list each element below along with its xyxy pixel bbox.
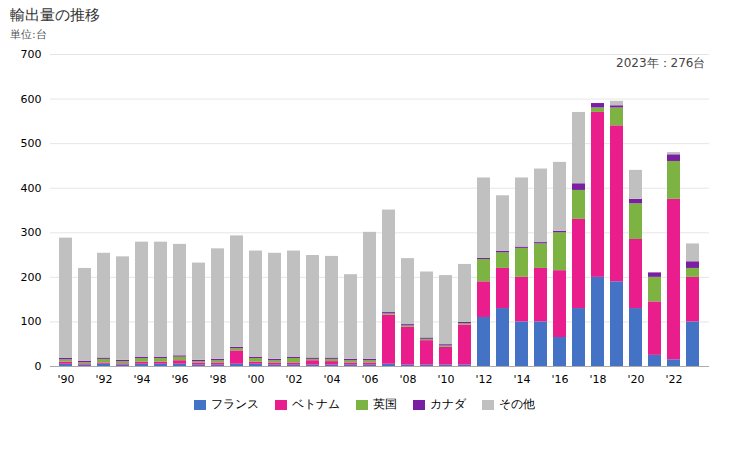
- svg-text:'14: '14: [513, 373, 530, 386]
- html-text:フランス: フランス: [211, 397, 259, 411]
- svg-text:300: 300: [21, 226, 42, 239]
- svg-text:'94: '94: [133, 373, 150, 386]
- svg-text:'12: '12: [475, 373, 492, 386]
- svg-text:'98: '98: [209, 373, 226, 386]
- svg-text:'18: '18: [589, 373, 606, 386]
- svg-text:0: 0: [35, 360, 42, 373]
- svg-text:400: 400: [21, 182, 42, 195]
- svg-text:'20: '20: [627, 373, 644, 386]
- svg-text:'06: '06: [361, 373, 378, 386]
- html-text:ベトナム: ベトナム: [292, 397, 340, 411]
- svg-text:'90: '90: [57, 373, 74, 386]
- svg-text:'08: '08: [399, 373, 416, 386]
- svg-text:700: 700: [21, 48, 42, 61]
- svg-text:'22: '22: [665, 373, 682, 386]
- html-text:カナダ: カナダ: [430, 397, 466, 411]
- svg-text:'16: '16: [551, 373, 568, 386]
- svg-text:'02: '02: [285, 373, 302, 386]
- svg-text:'96: '96: [171, 373, 188, 386]
- svg-text:500: 500: [21, 137, 42, 150]
- html-text:輸出量の推移: 輸出量の推移: [10, 6, 100, 24]
- svg-text:'04: '04: [323, 373, 340, 386]
- svg-text:'92: '92: [95, 373, 112, 386]
- svg-text:600: 600: [21, 93, 42, 106]
- svg-text:'10: '10: [437, 373, 454, 386]
- html-text:単位:台: 単位:台: [10, 28, 47, 41]
- svg-text:2023年：276台: 2023年：276台: [616, 56, 705, 70]
- svg-text:100: 100: [21, 315, 42, 328]
- svg-text:200: 200: [21, 271, 42, 284]
- svg-text:'00: '00: [247, 373, 264, 386]
- html-text:英国: 英国: [373, 397, 397, 411]
- html-text:その他: その他: [499, 397, 535, 411]
